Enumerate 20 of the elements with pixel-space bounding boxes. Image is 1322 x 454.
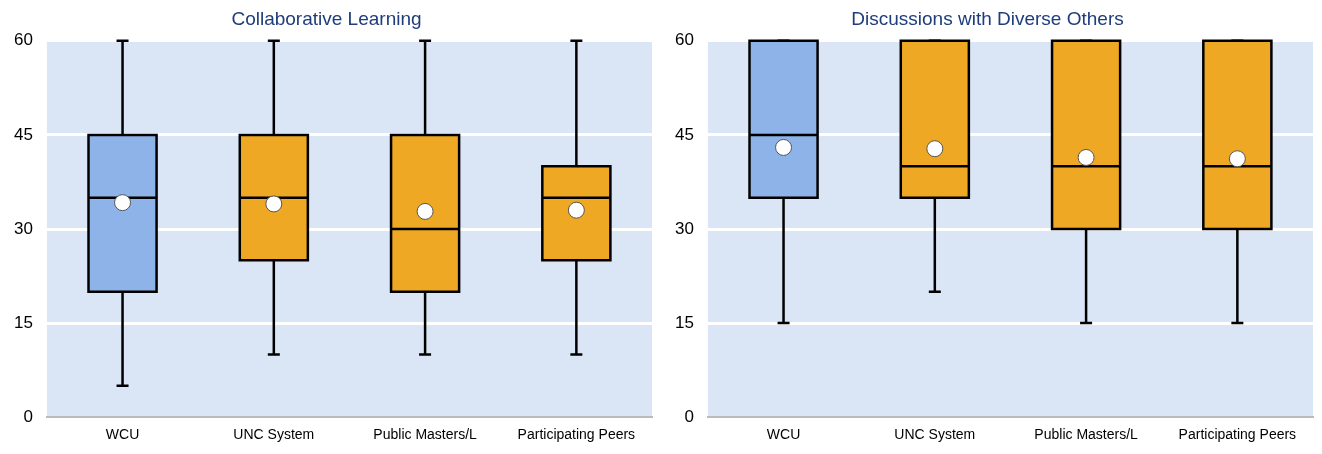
y-tick-label: 45 xyxy=(674,124,694,144)
y-tick-label: 30 xyxy=(13,218,33,238)
y-tick-label: 45 xyxy=(13,124,33,144)
x-tick-label: UNC System xyxy=(894,426,976,443)
x-tick-label: Public Masters/L xyxy=(373,426,478,443)
y-tick-label: 15 xyxy=(13,312,33,332)
y-tick-label: 60 xyxy=(13,30,33,50)
y-tick-label: 15 xyxy=(674,312,694,332)
x-tick-label: WCU xyxy=(766,426,801,443)
y-tick-label: 60 xyxy=(674,30,694,50)
chart-title: Collaborative Learning xyxy=(231,7,422,29)
x-tick-label: Participating Peers xyxy=(517,426,636,443)
y-tick-label: 30 xyxy=(674,218,694,238)
x-tick-label: Public Masters/L xyxy=(1034,426,1139,443)
x-tick-label: UNC System xyxy=(233,426,315,443)
y-tick-label: 0 xyxy=(23,406,33,426)
y-tick-label: 0 xyxy=(684,406,694,426)
x-tick-label: Participating Peers xyxy=(1178,426,1297,443)
chart-title: Discussions with Diverse Others xyxy=(851,7,1124,29)
x-tick-label: WCU xyxy=(105,426,140,443)
